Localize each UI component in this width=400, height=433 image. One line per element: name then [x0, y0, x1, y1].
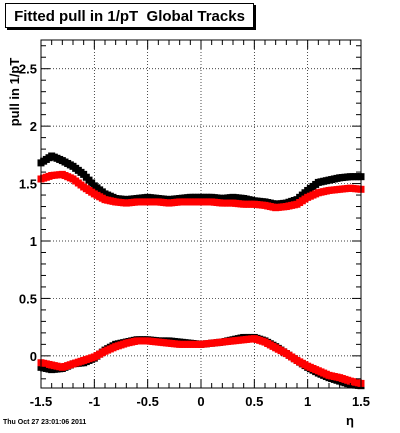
y-tick-label: 2	[30, 119, 37, 134]
x-tick-label: 0	[197, 394, 204, 409]
y-tick-label: 1	[30, 234, 37, 249]
footer-timestamp: Thu Oct 27 23:01:06 2011	[3, 419, 87, 426]
y-tick-label: 2.5	[19, 62, 37, 77]
chart-title-box: Fitted pull in 1/pT Global Tracks	[5, 3, 254, 28]
grid-lines	[41, 40, 361, 388]
x-axis-label: η	[346, 413, 354, 428]
y-tick-label: 1.5	[19, 177, 37, 192]
x-tick-label: 1	[304, 394, 311, 409]
y-tick-label: 0	[30, 349, 37, 364]
x-tick-label: -0.5	[136, 394, 158, 409]
data-points	[37, 152, 365, 390]
y-axis-label: pull in 1/pT	[7, 58, 22, 127]
y-tick-label: 0.5	[19, 291, 37, 306]
x-tick-label: -1	[89, 394, 101, 409]
x-tick-label: 1.5	[352, 394, 370, 409]
tick-labels: -1.5 -1 -0.5 0 0.5 1 1.5 0 0.5 1 1.5 2 2.5	[19, 62, 370, 409]
axis-ticks	[40, 40, 362, 388]
chart-title: Fitted pull in 1/pT Global Tracks	[14, 8, 245, 25]
x-tick-label: -1.5	[30, 394, 52, 409]
x-tick-label: 0.5	[245, 394, 263, 409]
